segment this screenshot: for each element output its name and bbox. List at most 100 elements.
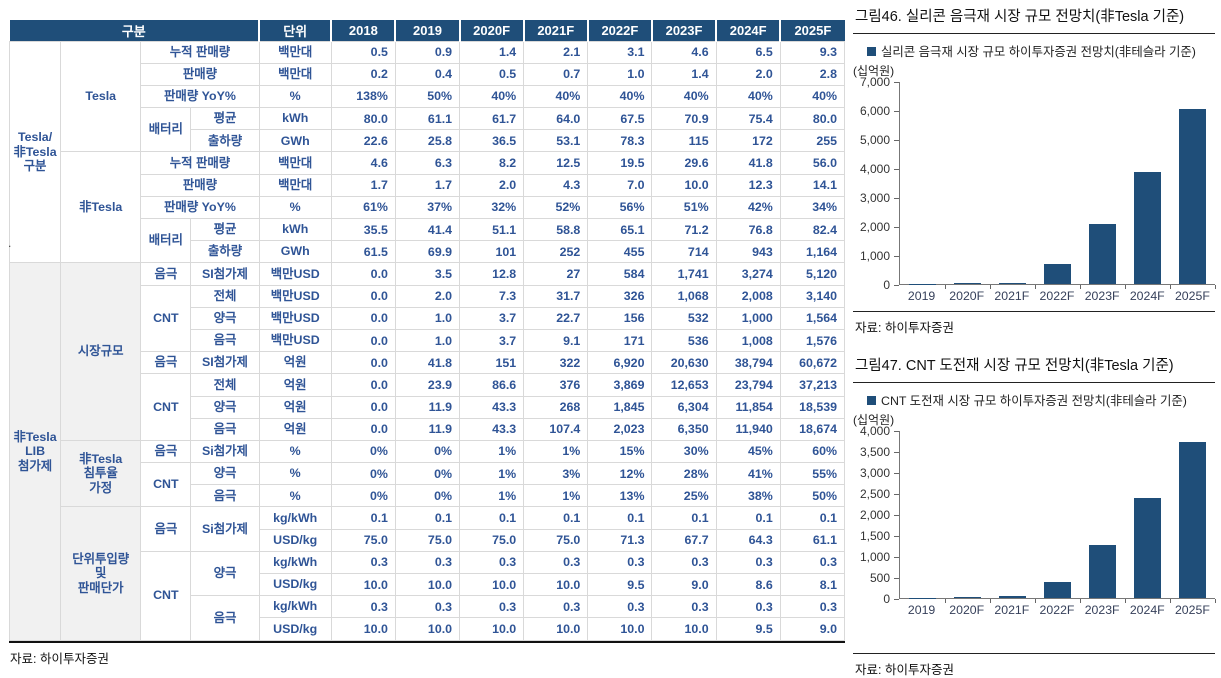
value-cell: 61.1 [395,108,459,130]
value-cell: 41.8 [716,152,780,174]
table-label-cell: 출하량 [191,130,259,152]
value-cell: 9.0 [780,618,844,640]
value-cell: 43.3 [460,418,524,440]
bar-slot [1080,82,1125,284]
stray-dot: . [8,236,11,250]
table-label-cell: 누적 판매량 [141,41,259,63]
value-cell: 0% [395,485,459,507]
value-cell: 2,023 [588,418,652,440]
value-cell: 326 [588,285,652,307]
value-cell: 1,576 [780,329,844,351]
value-cell: 37,213 [780,374,844,396]
value-cell: 0.1 [460,507,524,529]
legend-swatch-icon [867,47,876,56]
value-cell: 8.2 [460,152,524,174]
bar-slot [1035,431,1080,598]
bar [1134,172,1160,284]
unit-cell: 백만대 [259,174,331,196]
value-cell: 58.8 [524,219,588,241]
value-cell: 8.6 [716,574,780,596]
value-cell: 0.1 [652,507,716,529]
value-cell: 50% [395,85,459,107]
bar-slot [1170,82,1215,284]
value-cell: 25% [652,485,716,507]
value-cell: 2.8 [780,63,844,85]
x-tick-mark [1125,285,1126,289]
table-label-cell: CNT [141,374,191,441]
value-cell: 0.3 [460,551,524,573]
table-label-cell: Tesla/ 非Tesla 구분 [10,41,61,263]
plot-area [899,431,1215,599]
value-cell: 0.0 [331,374,395,396]
bar [1179,442,1205,597]
year-header: 2024F [716,20,780,41]
table-label-cell: 음극 [191,418,259,440]
bar [1179,109,1205,284]
value-cell: 15% [588,440,652,462]
table-label-cell: 판매량 YoY% [141,85,259,107]
value-cell: 75.0 [460,529,524,551]
bar-slot [1125,82,1170,284]
value-cell: 115 [652,130,716,152]
value-cell: 0% [331,440,395,462]
value-cell: 40% [460,85,524,107]
unit-cell: 백만USD [259,263,331,285]
bar-slot [900,82,945,284]
table-label-cell: SI첨가제 [191,352,259,374]
value-cell: 0% [331,485,395,507]
table-label-cell: 판매량 YoY% [141,196,259,218]
value-cell: 1.0 [395,329,459,351]
x-tick-mark [1035,285,1036,289]
unit-cell: kg/kWh [259,507,331,529]
unit-cell: 백만USD [259,307,331,329]
value-cell: 28% [652,463,716,485]
value-cell: 34% [780,196,844,218]
bar-slot [1125,431,1170,598]
bar-slot [1035,82,1080,284]
value-cell: 30% [652,440,716,462]
table-label-cell: 양극 [191,396,259,418]
y-tick-label: 3,000 [860,191,890,205]
header-unit: 단위 [259,20,331,41]
year-header: 2019 [395,20,459,41]
value-cell: 10.0 [652,174,716,196]
value-cell: 69.9 [395,241,459,263]
y-tick-label: 3,000 [860,466,890,480]
table-label-cell: 양극 [191,307,259,329]
value-cell: 3,869 [588,374,652,396]
value-cell: 70.9 [652,108,716,130]
table-label-cell: 음극 [191,329,259,351]
value-cell: 9.5 [588,574,652,596]
value-cell: 0.0 [331,352,395,374]
table-source: 자료: 하이투자증권 [10,648,109,667]
value-cell: 12% [588,463,652,485]
table-label-cell: CNT [141,463,191,507]
table-label-cell: 非Tesla [61,152,141,263]
value-cell: 3,140 [780,285,844,307]
table-label-cell: 非Tesla 침투율 가정 [61,440,141,507]
y-tick-label: 2,000 [860,508,890,522]
value-cell: 1.4 [652,63,716,85]
value-cell: 51.1 [460,219,524,241]
value-cell: 4.6 [331,152,395,174]
value-cell: 0.3 [716,596,780,618]
unit-cell: 억원 [259,418,331,440]
x-tick-label: 2024F [1125,599,1170,617]
bar-slot [990,431,1035,598]
value-cell: 0% [331,463,395,485]
value-cell: 80.0 [331,108,395,130]
unit-cell: kWh [259,108,331,130]
unit-cell: 백만USD [259,329,331,351]
value-cell: 1% [524,485,588,507]
value-cell: 10.0 [395,618,459,640]
y-tick-mark [894,599,899,600]
value-cell: 9.5 [716,618,780,640]
value-cell: 1.7 [331,174,395,196]
y-tick-label: 4,000 [860,424,890,438]
value-cell: 75.0 [395,529,459,551]
value-cell: 35.5 [331,219,395,241]
value-cell: 36.5 [460,130,524,152]
value-cell: 38,794 [716,352,780,374]
